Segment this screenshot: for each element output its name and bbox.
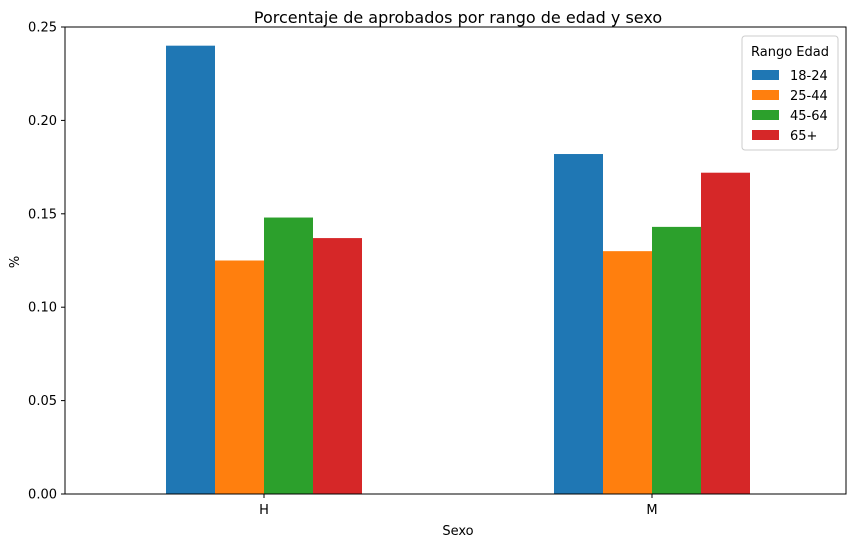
y-axis: 0.00 0.05 0.10 0.15 0.20 0.25 [28, 21, 65, 503]
y-tick-label: 0.10 [28, 301, 57, 316]
legend-label: 45-64 [790, 109, 828, 124]
bar-M-65+ [701, 172, 750, 495]
bar-H-25-44 [215, 260, 264, 494]
y-tick-label: 0.05 [28, 394, 57, 409]
y-axis-label: % [8, 256, 23, 268]
x-tick-label: H [259, 503, 269, 518]
y-tick-label: 0.00 [28, 488, 57, 503]
x-axis-label: Sexo [442, 524, 473, 539]
legend-swatch [752, 70, 779, 80]
legend-label: 65+ [790, 129, 817, 144]
legend-swatch [752, 130, 779, 140]
x-tick-label: M [646, 503, 657, 518]
bars-group [166, 45, 750, 495]
plot-frame [64, 26, 847, 495]
legend-title: Rango Edad [751, 45, 829, 60]
legend-label: 18-24 [790, 69, 828, 84]
legend-label: 25-44 [790, 89, 828, 104]
bar-M-18-24 [554, 154, 603, 495]
legend: Rango Edad 18-24 25-44 45-64 65+ [741, 35, 839, 151]
legend-items: 18-24 25-44 45-64 65+ [752, 69, 828, 144]
bar-H-65+ [313, 238, 362, 494]
bar-H-45-64 [264, 217, 313, 494]
y-tick-label: 0.20 [28, 114, 57, 129]
y-tick-label: 0.15 [28, 207, 57, 222]
y-tick-label: 0.25 [28, 21, 57, 36]
bar-M-25-44 [603, 251, 652, 494]
bar-H-18-24 [166, 45, 215, 495]
legend-swatch [752, 110, 779, 120]
chart-title: Porcentaje de aprobados por rango de eda… [254, 8, 662, 27]
bar-M-45-64 [652, 226, 701, 494]
legend-swatch [752, 90, 779, 100]
legend-box [741, 35, 839, 151]
